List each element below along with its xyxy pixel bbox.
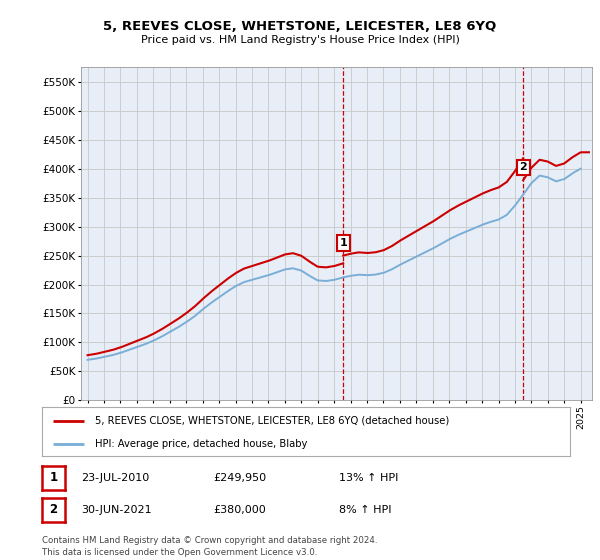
Text: 1: 1 xyxy=(339,238,347,248)
Text: 5, REEVES CLOSE, WHETSTONE, LEICESTER, LE8 6YQ: 5, REEVES CLOSE, WHETSTONE, LEICESTER, L… xyxy=(103,20,497,32)
Text: £380,000: £380,000 xyxy=(213,505,266,515)
Text: Price paid vs. HM Land Registry's House Price Index (HPI): Price paid vs. HM Land Registry's House … xyxy=(140,35,460,45)
Text: 23-JUL-2010: 23-JUL-2010 xyxy=(81,473,149,483)
Text: Contains HM Land Registry data © Crown copyright and database right 2024.
This d: Contains HM Land Registry data © Crown c… xyxy=(42,536,377,557)
Text: 13% ↑ HPI: 13% ↑ HPI xyxy=(339,473,398,483)
Text: 2: 2 xyxy=(49,503,58,516)
Text: 2: 2 xyxy=(519,162,527,172)
Text: 1: 1 xyxy=(49,472,58,484)
Text: £249,950: £249,950 xyxy=(213,473,266,483)
Text: 30-JUN-2021: 30-JUN-2021 xyxy=(81,505,152,515)
Text: 5, REEVES CLOSE, WHETSTONE, LEICESTER, LE8 6YQ (detached house): 5, REEVES CLOSE, WHETSTONE, LEICESTER, L… xyxy=(95,416,449,426)
Text: 8% ↑ HPI: 8% ↑ HPI xyxy=(339,505,391,515)
Text: HPI: Average price, detached house, Blaby: HPI: Average price, detached house, Blab… xyxy=(95,439,307,449)
